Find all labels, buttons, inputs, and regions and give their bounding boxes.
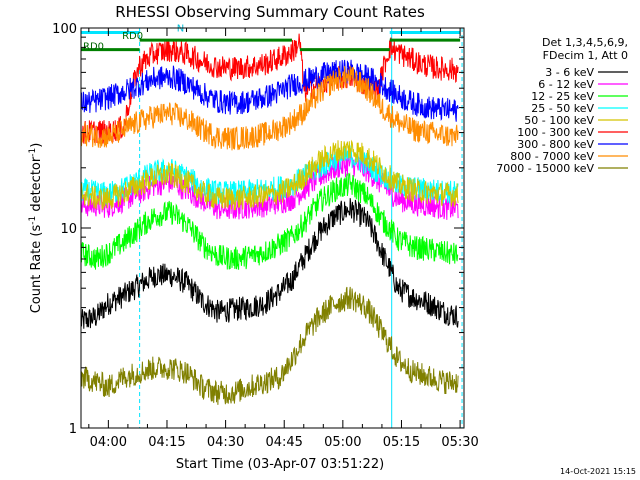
y-axis-label-prefix: Count Rate (s — [29, 225, 44, 314]
legend-label-2: 12 - 25 keV — [531, 90, 594, 103]
x-tick-label-1: 04:15 — [148, 435, 185, 450]
axes: 04:00 04:15 04:30 04:45 05:00 05:15 05:30 1 10 10… — [52, 22, 479, 450]
y-axis-label-sup: -1 — [28, 216, 38, 225]
series-line-8 — [80, 286, 459, 405]
legend-header-1: FDecim 1, Att 0 — [543, 49, 628, 62]
series-line-6 — [80, 59, 459, 122]
annotation-1: RD0 — [83, 42, 104, 53]
timestamp: 14-Oct-2021 15:15 — [560, 467, 636, 476]
series-line-5 — [80, 33, 459, 144]
legend-label-7: 800 - 7000 keV — [510, 150, 594, 163]
annotation-0: RD0 — [122, 31, 143, 42]
legend-label-1: 6 - 12 keV — [538, 78, 594, 91]
x-tick-label-3: 04:45 — [265, 435, 302, 450]
x-tick-label-2: 04:30 — [207, 435, 244, 450]
y-tick-label-1: 10 — [60, 222, 77, 237]
series-line-0 — [80, 198, 459, 329]
x-tick-label-4: 05:00 — [324, 435, 361, 450]
y-tick-label-0: 1 — [69, 422, 77, 437]
y-axis-label-suffix: ) — [29, 143, 44, 148]
legend-label-3: 25 - 50 keV — [531, 102, 594, 115]
annotation-2: N — [177, 24, 184, 35]
x-tick-label-5: 05:15 — [383, 435, 420, 450]
y-tick-label-2: 100 — [52, 22, 77, 37]
chart-title: RHESSI Observing Summary Count Rates — [115, 3, 425, 21]
legend-label-5: 100 - 300 keV — [517, 126, 594, 139]
x-tick-label-0: 04:00 — [90, 435, 127, 450]
legend: Det 1,3,4,5,6,9,FDecim 1, Att 0 3 - 6 keV… — [496, 36, 628, 175]
x-tick-label-6: 05:30 — [441, 435, 478, 450]
y-axis-label-sup2: -1 — [28, 148, 38, 157]
series-line-4 — [80, 139, 459, 211]
y-axis-label: Count Rate (s-1 detector-1) — [28, 143, 44, 314]
legend-header-0: Det 1,3,4,5,6,9, — [542, 36, 628, 49]
legend-label-4: 50 - 100 keV — [524, 114, 594, 127]
legend-label-6: 300 - 800 keV — [517, 138, 594, 151]
legend-label-0: 3 - 6 keV — [545, 66, 594, 79]
series-line-2 — [80, 172, 459, 270]
series-line-7 — [80, 65, 459, 151]
y-axis-label-mid: detector — [29, 156, 44, 216]
x-axis-label: Start Time (03-Apr-07 03:51:22) — [176, 457, 384, 472]
legend-label-8: 7000 - 15000 keV — [496, 162, 594, 175]
